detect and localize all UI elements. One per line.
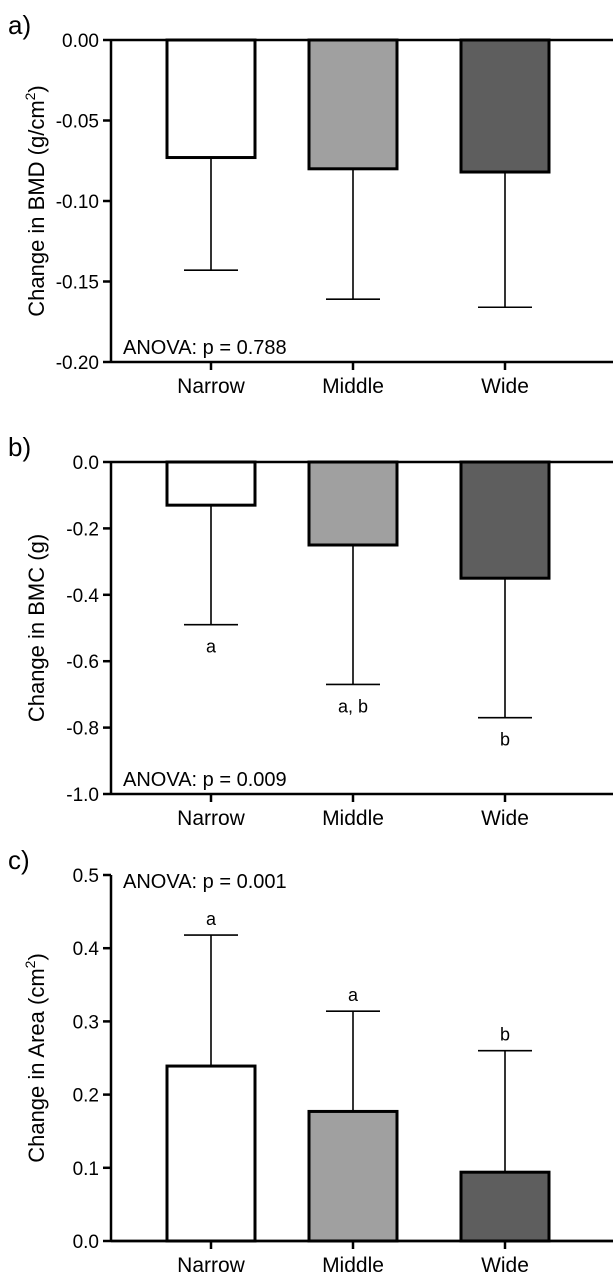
anova-annotation: ANOVA: p = 0.009: [123, 769, 287, 791]
significance-letter: a: [206, 637, 217, 657]
y-tick-label: 0.3: [73, 1012, 99, 1033]
panel-label: c): [8, 845, 30, 875]
y-tick-label: 0.1: [73, 1159, 99, 1180]
x-tick-label: Middle: [322, 375, 384, 398]
bar-middle: [307, 38, 399, 171]
panel-label: b): [8, 432, 31, 462]
y-tick-label: 0.0: [73, 453, 99, 474]
y-tick-label: -0.05: [56, 112, 99, 133]
anova-annotation: ANOVA: p = 0.001: [123, 871, 287, 893]
y-tick-label: -0.20: [56, 353, 99, 374]
y-tick-label: -0.4: [66, 586, 99, 607]
x-tick-label: Wide: [481, 1254, 529, 1273]
significance-letter: b: [500, 1025, 510, 1045]
bar-wide: [459, 38, 551, 174]
bar-middle: [307, 1109, 399, 1243]
y-tick-label: -0.8: [66, 719, 99, 740]
x-tick-label: Middle: [322, 1254, 384, 1273]
y-tick-label: -1.0: [66, 785, 99, 806]
bar-wide: [459, 460, 551, 580]
bar-middle: [307, 460, 399, 547]
y-axis-title: Change in BMD (g/cm2): [22, 85, 49, 317]
x-tick-label: Wide: [481, 375, 529, 398]
bar-narrow: [165, 38, 257, 160]
panel-label: a): [8, 10, 31, 40]
y-axis-title: Change in Area (cm2): [22, 953, 49, 1163]
significance-letter: a: [206, 909, 217, 929]
y-tick-label: 0.00: [62, 31, 99, 52]
x-tick-label: Narrow: [177, 807, 246, 830]
bar-narrow: [165, 460, 257, 507]
y-tick-label: -0.6: [66, 652, 99, 673]
y-axis-title: Change in BMC (g): [24, 534, 49, 722]
x-tick-label: Middle: [322, 807, 384, 830]
y-tick-label: -0.10: [56, 192, 99, 213]
significance-letter: a, b: [338, 696, 368, 716]
anova-annotation: ANOVA: p = 0.788: [123, 337, 287, 359]
y-tick-label: 0.5: [73, 866, 99, 887]
y-tick-label: -0.2: [66, 519, 99, 540]
x-tick-label: Wide: [481, 807, 529, 830]
x-tick-label: Narrow: [177, 1254, 246, 1273]
significance-letter: a: [348, 985, 359, 1005]
y-tick-label: 0.4: [73, 939, 100, 960]
x-tick-label: Narrow: [177, 375, 246, 398]
bar-wide: [459, 1170, 551, 1243]
y-tick-label: -0.15: [56, 273, 99, 294]
y-tick-label: 0.2: [73, 1086, 99, 1107]
bar-narrow: [165, 1064, 257, 1243]
y-tick-label: 0.0: [73, 1232, 99, 1253]
significance-letter: b: [500, 730, 510, 750]
